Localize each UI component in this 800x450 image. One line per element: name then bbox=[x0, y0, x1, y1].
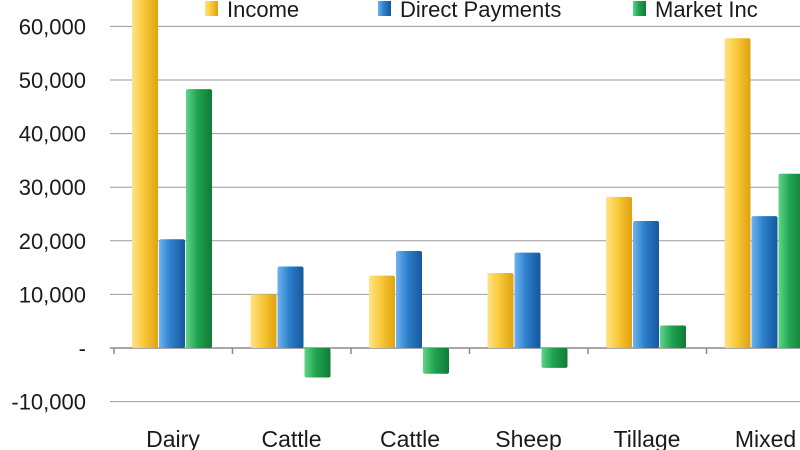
bar-direct-payments bbox=[514, 252, 541, 348]
bar-direct-payments bbox=[751, 216, 778, 348]
legend-swatch bbox=[633, 1, 646, 16]
gridlines bbox=[110, 25, 800, 403]
y-axis-tick-labels: -10,000-10,00020,00030,00040,00050,00060… bbox=[11, 14, 86, 414]
x-category-label: Mixed bbox=[735, 426, 796, 450]
bar-income bbox=[724, 38, 751, 348]
bar-direct-payments bbox=[396, 250, 422, 348]
legend-swatch bbox=[378, 1, 391, 16]
legend-label: Income bbox=[227, 0, 299, 22]
x-category-label: Cattle bbox=[380, 426, 440, 450]
bar-income bbox=[132, 0, 158, 348]
x-category-label: Sheep bbox=[495, 426, 562, 450]
bar-market-inc bbox=[778, 173, 800, 348]
legend-item: Market Inc bbox=[633, 0, 758, 22]
bars bbox=[132, 0, 800, 378]
legend-item: Income bbox=[205, 0, 299, 22]
y-tick-label: 50,000 bbox=[19, 68, 86, 93]
bar-direct-payments bbox=[277, 266, 304, 348]
bar-market-inc bbox=[660, 325, 686, 348]
y-tick-label: 20,000 bbox=[19, 229, 86, 254]
y-tick-label: 30,000 bbox=[19, 175, 86, 200]
bar-income bbox=[369, 275, 395, 348]
y-tick-label: -10,000 bbox=[11, 390, 86, 415]
bar-market-inc bbox=[423, 348, 449, 374]
bar-direct-payments bbox=[159, 239, 185, 348]
x-category-label: Cattle bbox=[261, 426, 321, 450]
legend-label: Direct Payments bbox=[400, 0, 561, 22]
bar-market-inc bbox=[304, 348, 331, 378]
y-tick-label: 40,000 bbox=[19, 122, 86, 147]
x-axis bbox=[110, 347, 800, 354]
bar-income bbox=[606, 196, 632, 348]
x-category-label: Dairy bbox=[146, 426, 200, 450]
y-tick-label: - bbox=[79, 336, 86, 361]
bar-income bbox=[487, 272, 514, 348]
y-tick-label: 60,000 bbox=[19, 14, 86, 39]
x-category-label: Tillage bbox=[614, 426, 681, 450]
bar-direct-payments bbox=[633, 220, 659, 348]
bar-market-inc bbox=[186, 89, 212, 348]
bar-income bbox=[250, 294, 277, 348]
legend-item: Direct Payments bbox=[378, 0, 561, 22]
y-tick-label: 10,000 bbox=[19, 282, 86, 307]
x-axis-category-labels: Dairy Cattle Cattle Sheep Tillage Mixed bbox=[146, 426, 796, 450]
legend: Income Direct Payments Market Inc bbox=[205, 0, 758, 22]
bar-market-inc bbox=[541, 348, 568, 368]
legend-label: Market Inc bbox=[655, 0, 758, 22]
legend-swatch bbox=[205, 1, 218, 16]
